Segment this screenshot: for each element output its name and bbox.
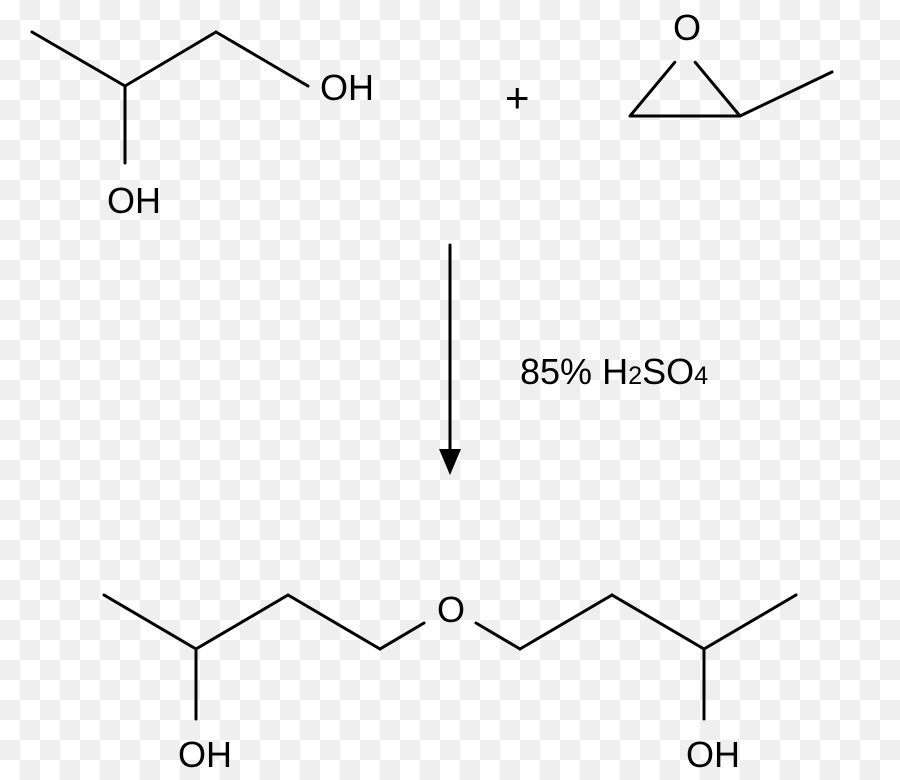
bond [612,595,704,649]
oh-label: OH [178,734,232,775]
bond [104,595,196,649]
reagent-sub4: 4 [694,362,708,390]
bond-to-o [476,623,520,649]
product-dipropylene-glycol: O OH OH [104,589,796,775]
reagent-percent: 85% [520,351,602,392]
bond-to-o [380,623,424,649]
oxygen-label: O [673,7,701,48]
plus-sign: + [505,74,530,122]
reaction-svg: OH OH O O OH OH [0,0,900,780]
bond [288,595,380,649]
bond [196,595,288,649]
reactant-propylene-oxide: O [630,7,832,116]
bond [32,32,125,86]
bond [520,595,612,649]
bond [740,72,832,116]
bond [704,595,796,649]
epoxide-ring [630,62,740,116]
reactant-propanediol: OH OH [32,32,374,221]
oh-label: OH [107,180,161,221]
reagent-SO: SO [642,351,694,392]
reagent-H: H [602,351,628,392]
bond [125,32,216,86]
oh-label: OH [686,734,740,775]
reagent-sub2: 2 [628,362,642,390]
arrow-head [439,449,461,475]
oh-label: OH [320,67,374,108]
oxygen-label: O [437,589,465,630]
bond [216,32,308,86]
reaction-arrow [439,245,461,475]
reagent-label: 85% H2SO4 [520,351,708,393]
